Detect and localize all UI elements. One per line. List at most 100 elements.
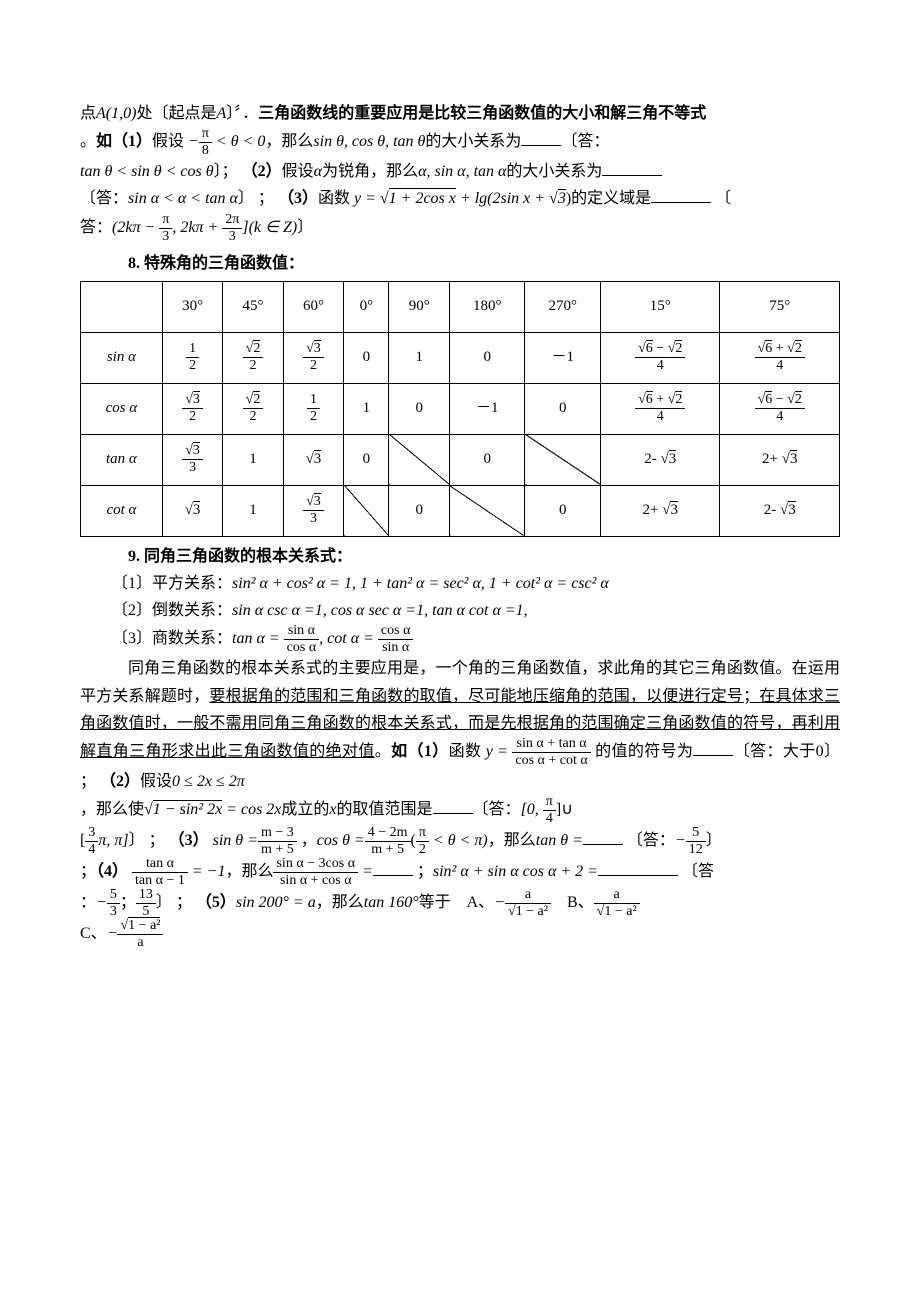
neg: −	[107, 925, 118, 942]
neg: −	[494, 894, 505, 911]
text: 〔答	[682, 863, 714, 880]
fraction: 34	[85, 826, 98, 857]
text: 假设	[152, 133, 184, 150]
math: [0,	[521, 801, 543, 818]
union: ∪	[561, 801, 573, 818]
denominator: cos α + cot α	[512, 753, 590, 768]
math: cos θ =	[317, 832, 365, 849]
sqrt: √	[144, 801, 153, 818]
text: 。	[80, 133, 96, 150]
fraction: √1 − a²a	[117, 919, 163, 950]
denominator: 4	[543, 811, 556, 826]
math: −	[188, 133, 199, 150]
numerator: sin α + tan α	[512, 737, 590, 753]
denominator: 8	[199, 143, 212, 158]
fraction: π2	[416, 826, 429, 857]
fraction: a√1 − a²	[594, 888, 640, 919]
relation-3: 〔3〕商数关系：tan α = sin αcos α, cot α = cos …	[112, 624, 840, 655]
fraction: sin α − 3cos αsin α + cos α	[273, 857, 358, 888]
math: A	[216, 105, 226, 122]
q2-line: ，那么使√1 − sin² 2x = cos 2x成立的x的取值范围是〔答：[0…	[80, 795, 840, 826]
math: , cot α =	[319, 630, 374, 647]
blank	[521, 129, 561, 146]
fraction: 4 − 2mm + 5	[365, 826, 411, 857]
numerator: a	[505, 888, 551, 904]
bold-label: 如（1）	[391, 743, 449, 760]
radicand: 1 − a²	[128, 917, 160, 933]
row-header: cot α	[81, 485, 163, 536]
math: sin α < α < tan α	[128, 190, 238, 207]
numerator: 5	[686, 826, 706, 842]
bold-text: 三角函数线的重要应用是比较三角函数值的大小和解三角不等式	[258, 105, 706, 122]
text: 处〔起点是	[136, 105, 216, 122]
denominator: tan α − 1	[132, 873, 188, 888]
diag-cell	[389, 434, 449, 485]
table-cell: 2- √3	[601, 434, 720, 485]
blank	[602, 159, 662, 176]
blank	[373, 859, 413, 876]
col-header: 90°	[389, 281, 449, 332]
numerator: π	[416, 826, 429, 842]
text: 〕 ；	[238, 190, 274, 207]
denominator: m + 5	[365, 842, 411, 857]
blank	[598, 859, 678, 876]
math: (2kπ −	[112, 219, 159, 236]
math: tan α =	[232, 630, 280, 647]
fraction: sin αcos α	[284, 624, 320, 655]
table-cell: √33	[283, 485, 343, 536]
denominator: 3	[107, 904, 120, 919]
numerator: 3	[85, 826, 98, 842]
text: 〔答：	[80, 190, 128, 207]
text: 的值的符号为	[591, 743, 694, 760]
text: 函数	[318, 190, 350, 207]
diag-cell	[344, 485, 389, 536]
q3-line: [34π, π]〕 ； （3） sin θ =m − 3m + 5 ，cos θ…	[80, 826, 840, 857]
numerator: a	[594, 888, 640, 904]
intro-line-2: 。如（1）假设 −π8 < θ < 0，那么sin θ, cos θ, tan …	[80, 127, 840, 158]
col-header: 270°	[525, 281, 601, 332]
text: ；	[413, 863, 433, 880]
bold-label: （2）	[100, 773, 140, 790]
text: 假设	[140, 773, 172, 790]
row-header: cos α	[81, 383, 163, 434]
table-cell: －1	[525, 332, 601, 383]
table-cell: 12	[283, 383, 343, 434]
math: x	[329, 801, 336, 818]
sqrt: √	[380, 190, 389, 207]
denominator: 4	[85, 842, 98, 857]
text: ；	[120, 894, 136, 911]
text: 函数	[449, 743, 486, 760]
relation-2: 〔2〕倒数关系：sin α csc α =1, cos α sec α =1, …	[112, 597, 840, 624]
denominator: sin α	[378, 640, 414, 655]
fraction: π8	[199, 127, 212, 158]
radicand: 1 − a²	[516, 903, 548, 919]
radicand: 3	[558, 189, 566, 207]
numerator: π	[543, 795, 556, 811]
diag-cell	[525, 434, 601, 485]
intro-line-5: 答：(2kπ − π3, 2kπ + 2π3](k ∈ Z)〕	[80, 213, 840, 244]
fraction: cos αsin α	[378, 624, 414, 655]
option-c-line: C、−√1 − a²a	[80, 919, 840, 950]
text: ，那么	[265, 133, 313, 150]
math: sin 200° = a	[236, 894, 316, 911]
denominator: sin α + cos α	[273, 873, 358, 888]
trig-values-table: 30° 45° 60° 0° 90° 180° 270° 15° 75° sin…	[80, 281, 840, 537]
table-cell: －1	[449, 383, 525, 434]
bold-label: （3）	[278, 190, 318, 207]
fraction: 2π3	[222, 213, 242, 244]
text: 〔	[715, 190, 731, 207]
math: y =	[486, 743, 508, 760]
table-cell: 0	[525, 485, 601, 536]
text: ：	[80, 894, 96, 911]
math: = cos 2x	[222, 801, 281, 818]
math: A(1,0)	[96, 105, 136, 122]
table-cell: 1	[223, 434, 283, 485]
neg: −	[675, 832, 686, 849]
math: < θ < 0	[212, 133, 265, 150]
table-cell: √22	[223, 332, 283, 383]
row-header: tan α	[81, 434, 163, 485]
table-header-row: 30° 45° 60° 0° 90° 180° 270° 15° 75°	[81, 281, 840, 332]
text: 〕	[297, 219, 313, 236]
blank	[583, 828, 623, 845]
text: 〕 ；	[156, 894, 192, 911]
